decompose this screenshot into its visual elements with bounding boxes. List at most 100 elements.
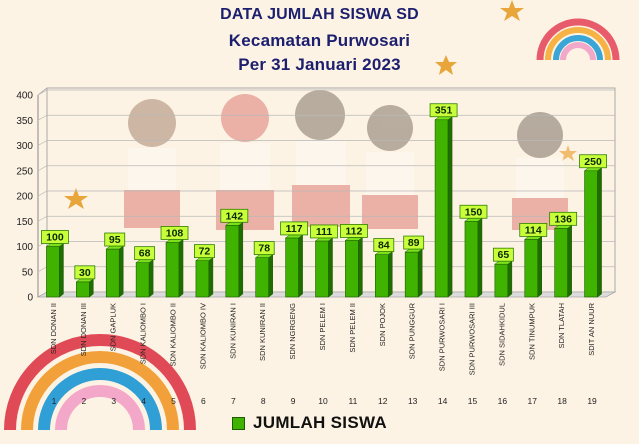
svg-text:142: 142 xyxy=(226,210,244,222)
x-category-label: SDN KALIOMBO II xyxy=(169,303,178,366)
y-tick-label: 250 xyxy=(16,166,33,177)
x-category-label: SDN PELEM II xyxy=(348,303,357,353)
star-icon xyxy=(64,188,88,209)
svg-text:65: 65 xyxy=(498,249,510,261)
y-tick-label: 400 xyxy=(16,91,33,102)
bar xyxy=(464,217,483,298)
x-category-label: SDN POJOK xyxy=(378,303,387,346)
x-number-label: 11 xyxy=(348,396,357,406)
y-tick-label: 300 xyxy=(16,141,33,152)
bar xyxy=(45,243,65,298)
chart-title: DATA JUMLAH SISWA SD xyxy=(220,6,419,23)
x-category-label: SDN PURWOSARI I xyxy=(438,303,447,371)
bars xyxy=(45,116,603,298)
x-number-label: 10 xyxy=(318,396,328,406)
svg-text:114: 114 xyxy=(525,224,542,236)
bar xyxy=(404,248,423,298)
x-category-label: SDN KUNIRAN I xyxy=(228,303,237,359)
data-label: 84 xyxy=(373,238,395,252)
y-tick-label: 100 xyxy=(16,242,33,253)
x-category-label: SDN DONAN III xyxy=(79,303,88,356)
x-number-label: 3 xyxy=(111,396,116,406)
svg-text:108: 108 xyxy=(166,227,184,239)
x-number-label: 6 xyxy=(201,396,206,406)
x-axis-categories: SDN DONAN II SDN DONAN III SDN GAPLUK SDN K… xyxy=(49,302,596,375)
star-icon xyxy=(435,55,457,75)
data-label: 142 xyxy=(220,208,249,223)
x-category-label: SDN TINUMPUK xyxy=(527,303,536,360)
y-tick-label: 150 xyxy=(16,217,33,228)
data-label: 100 xyxy=(41,230,69,244)
bar xyxy=(553,224,573,298)
bar xyxy=(314,237,334,298)
x-category-label: SDN GAPLUK xyxy=(109,303,118,351)
x-category-label: SDN DONAN II xyxy=(49,303,58,354)
x-number-label: 2 xyxy=(81,396,86,406)
background-decoration xyxy=(4,0,620,431)
x-category-label: SDN KALIOMBO I xyxy=(139,303,148,364)
data-label: 111 xyxy=(310,224,338,239)
data-label: 30 xyxy=(74,265,96,280)
x-number-label: 18 xyxy=(557,396,567,406)
data-label: 72 xyxy=(194,244,215,259)
data-label: 112 xyxy=(339,224,368,238)
bar xyxy=(105,245,124,298)
data-label: 89 xyxy=(403,235,425,250)
svg-text:100: 100 xyxy=(46,232,64,244)
gridline xyxy=(37,140,615,146)
y-tick-label: 350 xyxy=(16,116,33,127)
x-number-label: 7 xyxy=(231,396,236,406)
svg-text:89: 89 xyxy=(408,237,420,249)
bar xyxy=(374,251,394,298)
gridline xyxy=(37,165,615,172)
x-number-label: 12 xyxy=(378,396,388,406)
x-number-label: 9 xyxy=(291,396,296,406)
data-label: 351 xyxy=(429,103,458,118)
svg-text:84: 84 xyxy=(378,240,390,252)
data-label: 95 xyxy=(104,232,126,247)
bar xyxy=(344,236,364,298)
x-number-label: 5 xyxy=(171,396,176,406)
data-label: 150 xyxy=(459,204,488,219)
x-number-label: 13 xyxy=(408,396,418,406)
gridline xyxy=(37,114,615,121)
x-axis-numbers: 1 2 3 4 5 6 7 8 9 10 11 12 13 14 15 16 17 18 19 xyxy=(52,396,597,406)
gridline xyxy=(37,190,615,197)
y-tick-label: 50 xyxy=(22,267,34,278)
bar xyxy=(284,234,304,298)
bar xyxy=(135,259,154,298)
rainbow-top-right xyxy=(536,18,620,61)
x-category-label: SDN KUNIRAN II xyxy=(258,303,267,361)
bar xyxy=(225,221,244,298)
chart-subtitle-date: Per 31 Januari 2023 xyxy=(238,55,401,74)
bar xyxy=(583,167,603,298)
svg-text:95: 95 xyxy=(109,234,121,246)
x-category-label: SDN PURWOSARI III xyxy=(467,303,476,375)
x-number-label: 19 xyxy=(587,396,597,406)
svg-text:72: 72 xyxy=(199,246,211,258)
svg-text:112: 112 xyxy=(345,225,362,237)
x-category-label: SDN SIDAHKIDUL xyxy=(497,303,506,366)
bar xyxy=(75,278,95,298)
data-label: 108 xyxy=(160,226,189,240)
data-label: 65 xyxy=(492,247,514,262)
x-number-label: 14 xyxy=(438,396,448,406)
bar xyxy=(434,116,453,298)
star-icon xyxy=(559,145,577,161)
bar xyxy=(195,257,214,298)
data-label: 78 xyxy=(253,241,275,256)
data-label: 136 xyxy=(549,211,578,226)
children-illustration xyxy=(124,90,568,230)
bar xyxy=(254,254,274,298)
gridline xyxy=(37,215,615,222)
star-icon xyxy=(500,0,524,21)
x-category-label: SDN PUNGGUR xyxy=(408,302,417,359)
svg-text:117: 117 xyxy=(286,223,303,235)
data-label: 68 xyxy=(134,246,156,261)
legend: JUMLAH SISWA xyxy=(232,413,387,433)
data-label: 114 xyxy=(519,223,548,237)
svg-text:150: 150 xyxy=(465,206,483,218)
svg-text:30: 30 xyxy=(79,267,91,279)
x-number-label: 4 xyxy=(141,396,146,406)
